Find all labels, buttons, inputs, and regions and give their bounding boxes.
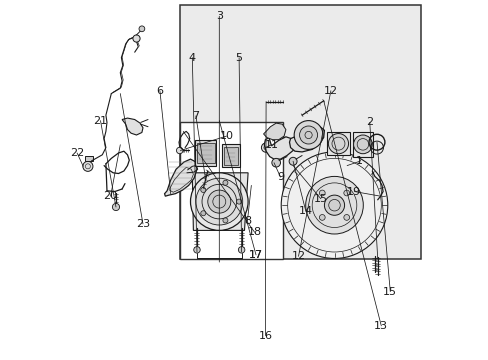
Text: 19: 19 <box>346 186 361 197</box>
Polygon shape <box>192 173 247 230</box>
Text: 13: 13 <box>373 321 387 331</box>
Text: 12: 12 <box>323 86 337 96</box>
Text: 21: 21 <box>93 116 107 126</box>
Polygon shape <box>122 118 142 135</box>
Text: 18: 18 <box>247 227 261 237</box>
Circle shape <box>236 199 241 204</box>
Text: 8: 8 <box>244 216 250 226</box>
Text: 5: 5 <box>235 53 242 63</box>
Circle shape <box>353 135 371 154</box>
Polygon shape <box>264 137 294 159</box>
Circle shape <box>343 190 349 196</box>
Text: 1: 1 <box>355 156 363 166</box>
Circle shape <box>299 126 317 144</box>
Circle shape <box>281 152 387 258</box>
Bar <box>85 156 92 161</box>
Polygon shape <box>196 143 214 163</box>
Circle shape <box>261 143 270 152</box>
Circle shape <box>82 161 93 171</box>
Text: 6: 6 <box>156 86 163 96</box>
Text: 2: 2 <box>366 117 372 127</box>
Text: 11: 11 <box>264 140 278 150</box>
Circle shape <box>238 247 244 253</box>
Circle shape <box>343 215 349 220</box>
Text: 22: 22 <box>70 148 84 158</box>
Circle shape <box>319 190 325 196</box>
Polygon shape <box>194 140 216 166</box>
Bar <box>352 132 373 157</box>
Text: 9: 9 <box>276 172 284 182</box>
Circle shape <box>193 247 200 253</box>
Text: 3: 3 <box>215 11 223 21</box>
Circle shape <box>294 121 322 149</box>
Circle shape <box>319 215 325 220</box>
Circle shape <box>324 195 344 215</box>
Polygon shape <box>222 144 240 167</box>
Circle shape <box>305 176 363 234</box>
Bar <box>326 132 349 155</box>
Polygon shape <box>289 127 324 152</box>
Circle shape <box>201 188 205 193</box>
Circle shape <box>288 157 296 165</box>
Circle shape <box>271 158 280 167</box>
Circle shape <box>139 26 144 32</box>
Circle shape <box>190 173 247 230</box>
Circle shape <box>223 218 227 223</box>
Text: 23: 23 <box>136 219 150 229</box>
Text: 12: 12 <box>291 251 305 261</box>
Polygon shape <box>224 147 238 165</box>
Text: 10: 10 <box>219 131 233 141</box>
Circle shape <box>112 203 120 211</box>
Circle shape <box>207 190 230 213</box>
Text: 20: 20 <box>103 191 118 201</box>
Text: 16: 16 <box>258 330 272 341</box>
Text: 17: 17 <box>248 250 263 260</box>
Circle shape <box>176 147 183 154</box>
Bar <box>180 5 420 259</box>
Text: 15: 15 <box>313 194 327 204</box>
Circle shape <box>328 134 348 154</box>
Polygon shape <box>263 123 285 140</box>
Circle shape <box>223 180 227 185</box>
Text: 7: 7 <box>192 111 199 121</box>
Polygon shape <box>164 159 197 196</box>
Circle shape <box>133 35 140 42</box>
Text: 14: 14 <box>298 206 312 216</box>
Circle shape <box>201 211 205 216</box>
Text: 15: 15 <box>383 287 396 297</box>
Circle shape <box>196 178 242 225</box>
Text: 17: 17 <box>248 250 263 260</box>
Text: 4: 4 <box>188 53 196 63</box>
Bar <box>180 122 283 259</box>
